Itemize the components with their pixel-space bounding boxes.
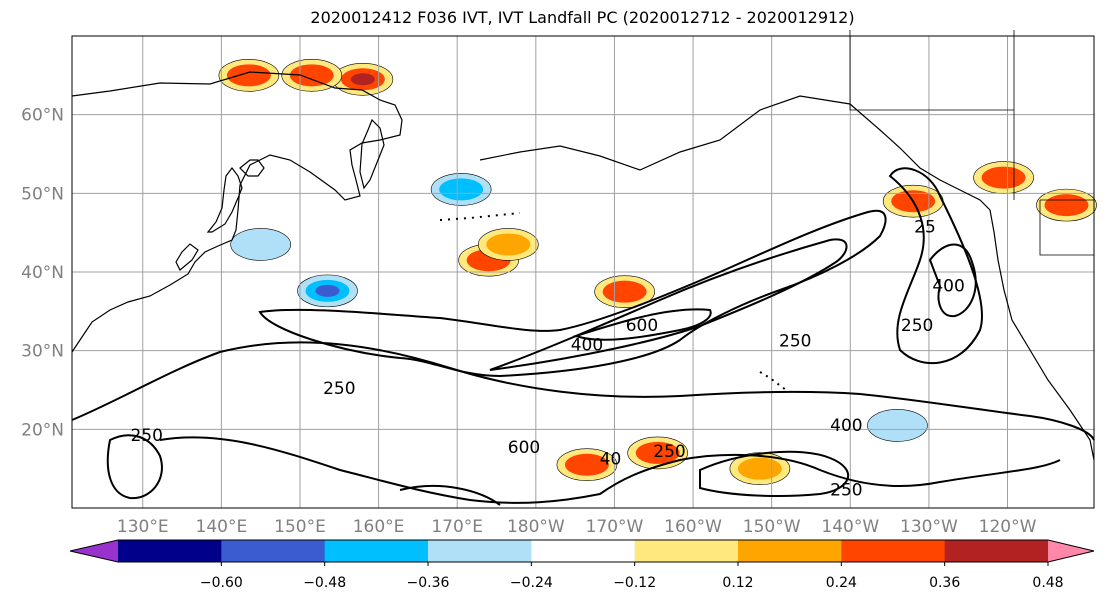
latitude-label: 30°N xyxy=(21,342,64,362)
ivt-contour-600 xyxy=(572,308,712,341)
colorbar-segment xyxy=(531,540,636,562)
latitude-label: 60°N xyxy=(21,106,64,126)
longitude-label: 130°E xyxy=(117,517,169,537)
latitude-labels: 60°N 50°N 40°N 30°N 20°N xyxy=(21,106,64,441)
north-america-coast xyxy=(993,231,1095,461)
pc-anomaly-patch xyxy=(218,59,280,92)
pc-anomaly-patch xyxy=(297,274,358,308)
pc-anomaly-patch xyxy=(478,228,539,261)
us-borders xyxy=(849,30,1094,256)
ivt-contour-400-south xyxy=(699,450,850,497)
longitude-label: 120°W xyxy=(979,517,1037,537)
latitude-label: 20°N xyxy=(21,420,64,440)
contour-label: 25 xyxy=(914,218,936,238)
colorbar-tick-labels: −0.60 −0.48 −0.36 −0.24 −0.12 0.12 0.24 0.36 0.4… xyxy=(200,562,1064,591)
colorbar-segment xyxy=(324,540,429,562)
contour-label: 600 xyxy=(626,316,658,336)
pc-anomaly-patch xyxy=(281,59,343,92)
colorbar-segment xyxy=(221,540,326,562)
contour-label: 400 xyxy=(830,416,862,436)
latitude-label: 40°N xyxy=(21,263,64,283)
ivt-contour-250-ne xyxy=(888,167,983,364)
ivt-contour-250-south xyxy=(71,341,1095,441)
longitude-label: 160°E xyxy=(353,517,405,537)
colorbar-segment xyxy=(738,540,842,562)
contour-label: 250 xyxy=(901,316,933,336)
ivt-contour-600-south xyxy=(399,484,501,506)
colorbar-tick-label: 0.36 xyxy=(929,575,960,591)
pc-anomaly-patch xyxy=(973,161,1034,194)
map-title: 2020012412 F036 IVT, IVT Landfall PC (20… xyxy=(310,8,855,27)
colorbar-tick-label: −0.48 xyxy=(303,575,346,591)
colorbar-segment xyxy=(634,540,739,562)
aleutians xyxy=(439,212,521,221)
longitude-label: 160°W xyxy=(664,517,722,537)
colorbar-tick-label: −0.24 xyxy=(510,575,553,591)
longitude-label: 140°W xyxy=(821,517,879,537)
japan-hokkaido xyxy=(239,159,265,177)
colorbar-tick-label: −0.36 xyxy=(407,575,450,591)
pc-anomaly-patch xyxy=(430,173,492,206)
contour-label: 250 xyxy=(323,379,355,399)
asia-coastline xyxy=(71,71,403,353)
ivt-contours xyxy=(71,167,1095,506)
colorbar-tick-label: −0.60 xyxy=(200,575,243,591)
pc-anomaly-patch xyxy=(729,452,791,485)
contour-label: 250 xyxy=(779,332,811,352)
pc-anomaly-patch xyxy=(867,409,928,442)
colorbar-segment xyxy=(428,540,532,562)
contour-label: 40 xyxy=(600,450,622,470)
pc-anomaly-patch xyxy=(556,448,618,482)
longitude-label: 170°E xyxy=(431,517,483,537)
colorbar-tick-label: 0.24 xyxy=(826,575,857,591)
colorbar xyxy=(69,539,1095,563)
graticule xyxy=(72,36,1094,508)
colorbar-extend-min xyxy=(70,540,118,562)
colorbar-tick-label: 0.48 xyxy=(1032,575,1063,591)
korea-coastline xyxy=(175,243,199,271)
contour-label: 250 xyxy=(130,426,162,446)
longitude-label: 140°E xyxy=(196,517,248,537)
contour-label: 250 xyxy=(830,480,862,500)
longitude-label: 130°W xyxy=(900,517,958,537)
contour-label: 400 xyxy=(932,277,964,297)
coastlines xyxy=(71,30,1095,461)
ivt-contour-400-ne xyxy=(928,243,977,318)
ivt-contour-250-sw xyxy=(106,434,163,500)
pc-anomaly-patch xyxy=(230,228,291,261)
japan-coastline xyxy=(206,167,243,233)
hawaii xyxy=(759,371,787,391)
pc-anomaly-patch xyxy=(332,62,394,96)
longitude-label: 150°E xyxy=(274,517,326,537)
contour-label: 250 xyxy=(653,442,685,462)
longitude-label: 180°W xyxy=(507,517,565,537)
ivt-contour-250-southern-band xyxy=(159,436,1061,504)
contour-label: 400 xyxy=(571,336,603,356)
ivt-contour-400 xyxy=(489,238,848,371)
longitude-labels: 130°E 140°E 150°E 160°E 170°E 180°W 170°W 160°W… xyxy=(117,517,1037,537)
alaska-coastline xyxy=(479,95,995,233)
colorbar-segment xyxy=(944,540,1049,562)
colorbar-segment xyxy=(118,540,222,562)
map-frame xyxy=(71,35,1095,509)
contour-label: 600 xyxy=(508,438,540,458)
contour-labels: 250 600 400 250 400 250 600 40 250 250 400 250 25 xyxy=(130,218,964,501)
pc-anomaly-patch xyxy=(1036,188,1097,222)
colorbar-tick-label: 0.12 xyxy=(722,575,753,591)
latitude-label: 50°N xyxy=(21,184,64,204)
pc-anomaly-patch xyxy=(594,275,655,308)
colorbar-extend-max xyxy=(1048,540,1094,562)
longitude-label: 150°W xyxy=(743,517,801,537)
kamchatka xyxy=(359,118,385,190)
longitude-label: 170°W xyxy=(586,517,644,537)
colorbar-segment xyxy=(841,540,946,562)
colorbar-tick-label: −0.12 xyxy=(613,575,656,591)
